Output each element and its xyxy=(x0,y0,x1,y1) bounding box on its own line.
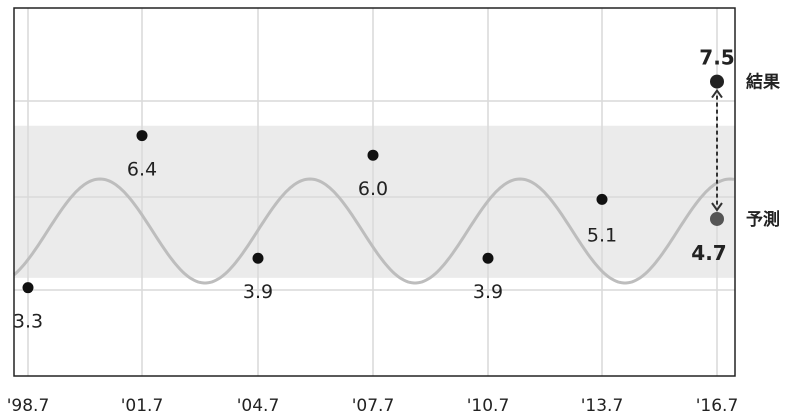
result-label: 結果 xyxy=(746,72,780,93)
data-point xyxy=(367,149,379,161)
value-label: 6.0 xyxy=(358,178,388,200)
data-points xyxy=(22,130,724,294)
result-point xyxy=(710,74,724,89)
x-tick-label: '07.7 xyxy=(352,396,395,416)
data-point xyxy=(136,130,148,142)
sine-curve xyxy=(13,177,735,285)
x-tick-label: '04.7 xyxy=(237,396,280,416)
data-point xyxy=(482,252,494,264)
data-point xyxy=(252,252,264,264)
data-point xyxy=(22,282,34,294)
value-label: 3.9 xyxy=(473,281,503,303)
x-tick-label: '98.7 xyxy=(7,396,50,416)
x-tick-label: '01.7 xyxy=(121,396,164,416)
grid-lines xyxy=(14,8,735,376)
forecast-point xyxy=(710,211,724,226)
x-axis-ticks: '98.7 '01.7 '04.7 '07.7 '10.7 '13.7 '16.7 xyxy=(7,396,739,416)
value-label: 3.3 xyxy=(13,311,43,333)
value-label: 6.4 xyxy=(127,159,157,181)
x-tick-label: '10.7 xyxy=(467,396,510,416)
arrowhead-up xyxy=(711,88,723,99)
forecast-label: 予測 xyxy=(746,209,780,230)
plot-frame xyxy=(13,7,736,377)
data-point xyxy=(596,193,608,205)
value-label: 5.1 xyxy=(587,224,617,246)
arrowhead-down xyxy=(711,202,723,212)
x-tick-label: '16.7 xyxy=(696,396,739,416)
result-value-label: 7.5 xyxy=(699,46,734,70)
shaded-band xyxy=(14,125,735,278)
value-labels: 3.3 6.4 3.9 6.0 3.9 5.1 4.7 xyxy=(13,159,727,333)
x-tick-label: '13.7 xyxy=(581,396,624,416)
forecast-value-label: 4.7 xyxy=(691,241,726,265)
value-label: 3.9 xyxy=(243,281,273,303)
